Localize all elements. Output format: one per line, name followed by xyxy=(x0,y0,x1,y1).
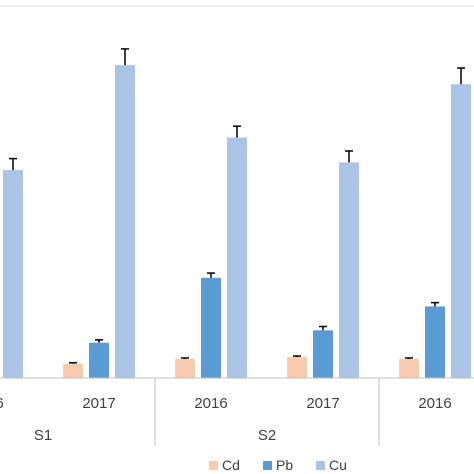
bar-pb-4 xyxy=(425,306,445,378)
bar-cu-0 xyxy=(3,170,23,378)
group-label-1: S2 xyxy=(258,427,276,444)
group-label-0: S1 xyxy=(34,427,52,444)
bar-pb-3 xyxy=(313,330,333,378)
bar-cu-4 xyxy=(451,84,471,378)
x-tick-label-4: 2016 xyxy=(418,395,451,412)
legend-swatch-cd xyxy=(209,461,218,470)
x-tick-label-3: 2017 xyxy=(306,395,339,412)
bar-cu-2 xyxy=(227,137,247,378)
bar-cu-3 xyxy=(339,162,359,378)
legend-label-pb: Pb xyxy=(276,457,293,473)
bars-layer xyxy=(3,48,471,378)
legend-swatch-cu xyxy=(316,461,325,470)
bar-cd-4 xyxy=(399,358,419,378)
bar-pb-2 xyxy=(201,277,221,378)
bar-cd-3 xyxy=(287,357,307,378)
legend-swatch-pb xyxy=(263,461,272,470)
bar-cd-2 xyxy=(175,358,195,378)
x-tick-label-2: 2016 xyxy=(194,395,227,412)
legend-label-cd: Cd xyxy=(222,457,240,473)
group-dividers xyxy=(154,378,380,446)
bar-cd-1 xyxy=(63,363,83,378)
group-labels: S1 S2 xyxy=(34,427,276,444)
x-tick-label-1: 2017 xyxy=(82,395,115,412)
x-tick-label-0: 2016 xyxy=(0,395,4,412)
legend: Cd Pb Cu xyxy=(209,457,347,473)
bar-pb-1 xyxy=(89,342,109,378)
legend-label-cu: Cu xyxy=(329,457,347,473)
bar-cu-1 xyxy=(115,65,135,378)
x-tick-labels: 2016 2017 2016 2017 2016 xyxy=(0,395,452,412)
